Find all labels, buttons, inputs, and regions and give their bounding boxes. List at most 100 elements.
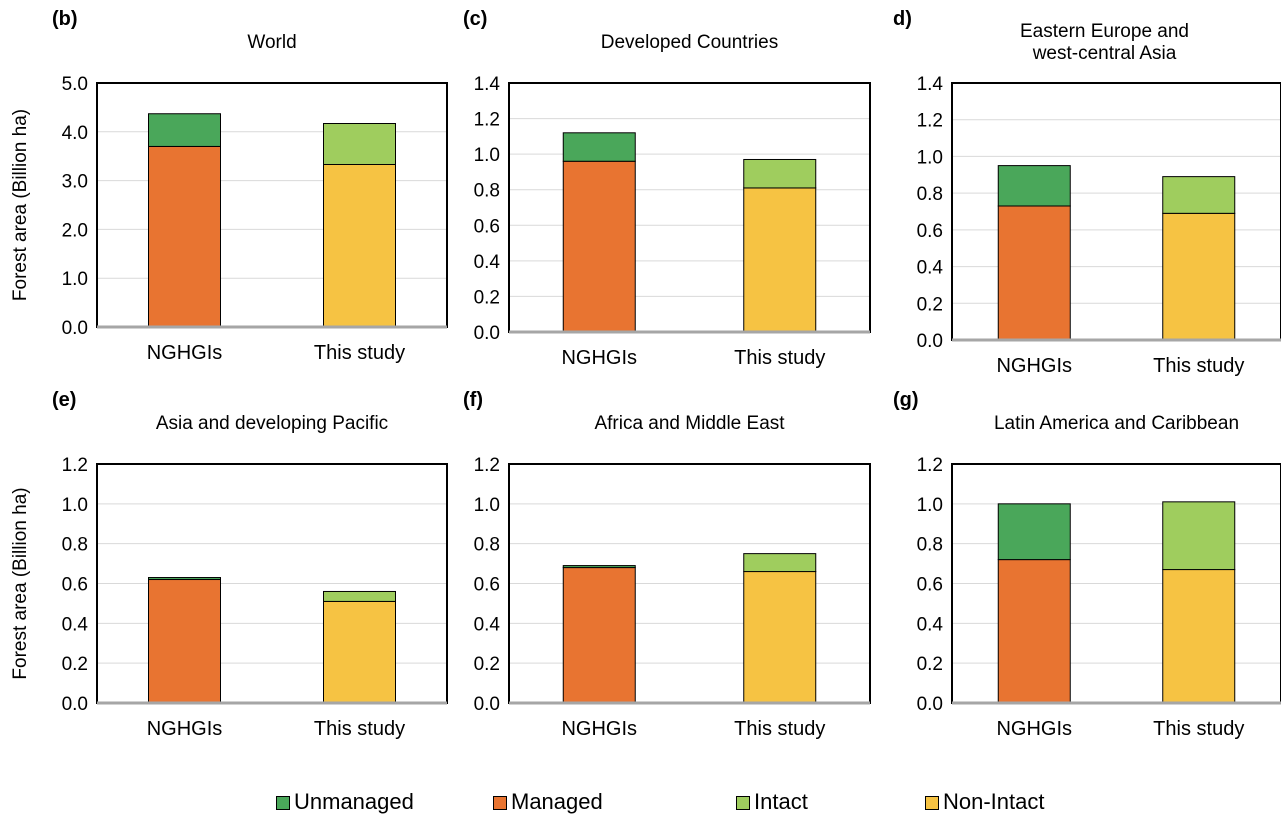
panel-e-ytick-label: 0.6 (62, 575, 88, 596)
panel-f-ytick-label: 0.6 (474, 575, 500, 596)
panel-e-xtick-label: This study (314, 718, 405, 740)
panel-b-xtick-label: NGHGIs (147, 342, 223, 364)
panel-g-bar-this-study-non-intact (1162, 569, 1236, 704)
panel-d-ytick-label: 1.4 (917, 74, 944, 95)
panel-e-ylabel: Forest area (Billion ha) (10, 487, 31, 679)
panel-f-ytick-label: 0.8 (474, 535, 500, 556)
panel-c-bar-this-study-non-intact (743, 187, 817, 333)
panel-d-xtick-label: NGHGIs (996, 355, 1072, 377)
panel-c-bar-this-study-intact (743, 158, 817, 189)
panel-g-ytick-label: 1.2 (917, 455, 943, 476)
panel-e-title-line: Asia and developing Pacific (156, 413, 388, 434)
panel-g-bar-nghgis-unmanaged (997, 503, 1071, 561)
legend-swatch-intact (736, 796, 750, 810)
panel-b-bar-nghgis-managed (148, 145, 221, 328)
panel-f-title: Africa and Middle East (594, 413, 785, 434)
panel-g-ytick-label: 0.6 (917, 575, 943, 596)
panel-d: d) Eastern Europe and west-central Asia 0.0… (893, 8, 1281, 377)
panel-f: (f) Africa and Middle East 0.0 0.2 0.4 0.6 0.8… (463, 389, 871, 740)
panel-b-ytick-label: 1.0 (62, 269, 88, 290)
panel-c-ytick-label: 0.2 (474, 287, 500, 308)
legend-item-non-intact: Non-Intact (925, 788, 1045, 816)
panel-d-title: Eastern Europe and west-central Asia (1020, 21, 1189, 64)
panel-c-ytick-label: 0.0 (474, 323, 500, 344)
panel-g-bar-nghgis-managed (997, 559, 1071, 704)
panel-g: (g) Latin America and Caribbean 0.0 0.2 0.4 0… (893, 389, 1281, 740)
legend-swatch-unmanaged (276, 796, 290, 810)
panel-g-ytick-label: 1.0 (917, 495, 943, 516)
panel-b-xtick-label: This study (314, 342, 405, 364)
panel-f-bar-nghgis-unmanaged (562, 565, 636, 569)
panel-f-xtick-label: This study (734, 718, 825, 740)
panel-c-ytick-label: 1.4 (474, 74, 501, 95)
panel-e-ytick-label: 1.0 (62, 495, 88, 516)
panel-f-xtick-label: NGHGIs (561, 718, 637, 740)
panel-e-ytick-label: 0.8 (62, 535, 88, 556)
panel-e-bar-this-study-non-intact (323, 600, 396, 704)
panel-b-ytick-label: 4.0 (62, 123, 88, 144)
panel-d-ytick-label: 0.6 (917, 221, 943, 242)
panel-c-label: (c) (463, 8, 487, 30)
panel-b-ytick-label: 3.0 (62, 172, 88, 193)
panel-f-ytick-label: 0.2 (474, 654, 500, 675)
legend-label-non-intact: Non-Intact (943, 789, 1045, 814)
panel-f-title-line: Africa and Middle East (594, 413, 785, 434)
panel-d-ytick-label: 1.2 (917, 111, 943, 132)
panel-e-bar-this-study-intact (323, 590, 396, 602)
panel-b-bar-nghgis-unmanaged (148, 113, 221, 147)
panel-d-ytick-label: 0.0 (917, 331, 943, 352)
panel-d-ytick-label: 1.0 (917, 147, 943, 168)
panel-g-title-line: Latin America and Caribbean (994, 413, 1239, 434)
panel-d-xtick-label: This study (1153, 355, 1244, 377)
panel-g-xtick-label: NGHGIs (996, 718, 1072, 740)
legend-item-intact: Intact (736, 788, 808, 816)
panel-d-ytick-label: 0.8 (917, 184, 943, 205)
panel-g-ytick-label: 0.0 (917, 694, 943, 715)
legend-swatch-non-intact (925, 796, 939, 810)
panel-g-xtick-label: This study (1153, 718, 1244, 740)
panel-e-bar-nghgis-unmanaged (148, 577, 221, 581)
panel-f-ytick-label: 1.0 (474, 495, 500, 516)
panel-c-title: Developed Countries (601, 32, 778, 53)
panel-c-xtick-label: NGHGIs (561, 347, 637, 369)
panel-f-ytick-label: 1.2 (474, 455, 500, 476)
panel-f-bar-nghgis-managed (562, 567, 636, 704)
panel-g-label: (g) (893, 389, 919, 411)
panel-b-ytick-label: 0.0 (62, 318, 88, 339)
panel-e-label: (e) (52, 389, 76, 411)
panel-b-ylabel: Forest area (Billion ha) (10, 109, 31, 301)
legend-label-unmanaged: Unmanaged (294, 789, 414, 814)
panel-g-title: Latin America and Caribbean (994, 413, 1239, 434)
panel-d-bar-nghgis-unmanaged (997, 165, 1071, 207)
legend-label-managed: Managed (511, 789, 603, 814)
panel-b-title: World (247, 32, 296, 53)
panel-f-bar-this-study-non-intact (743, 571, 817, 704)
panel-f-ytick-label: 0.4 (474, 614, 501, 635)
panel-e-title: Asia and developing Pacific (156, 413, 388, 434)
panel-d-title-line: west-central Asia (1032, 43, 1177, 64)
panel-d-ytick-label: 0.4 (917, 258, 944, 279)
panel-f-ytick-label: 0.0 (474, 694, 500, 715)
panel-b-title-line: World (247, 32, 296, 53)
panel-f-bar-this-study-intact (743, 553, 817, 573)
legend-label-intact: Intact (754, 789, 808, 814)
panel-c-ytick-label: 0.6 (474, 216, 500, 237)
panel-g-ytick-label: 0.2 (917, 654, 943, 675)
legend-swatch-managed (493, 796, 507, 810)
panel-d-title-line: Eastern Europe and (1020, 21, 1189, 42)
legend-item-unmanaged: Unmanaged (276, 788, 414, 816)
panel-e-bar-nghgis-managed (148, 579, 221, 704)
panel-c-ytick-label: 0.8 (474, 181, 500, 202)
panel-b-label: (b) (52, 8, 78, 30)
panel-g-ytick-label: 0.8 (917, 535, 943, 556)
panel-e-ytick-label: 0.0 (62, 694, 88, 715)
panel-g-bar-this-study-intact (1162, 501, 1236, 571)
panel-d-bar-this-study-non-intact (1162, 212, 1236, 341)
panel-f-label: (f) (463, 389, 483, 411)
panel-c-bar-nghgis-unmanaged (562, 132, 636, 162)
panel-e-ytick-label: 0.4 (62, 614, 89, 635)
panel-b-bar-this-study-intact (323, 123, 396, 165)
legend: Unmanaged Managed Intact Non-Intact (0, 788, 1281, 816)
panel-c-xtick-label: This study (734, 347, 825, 369)
